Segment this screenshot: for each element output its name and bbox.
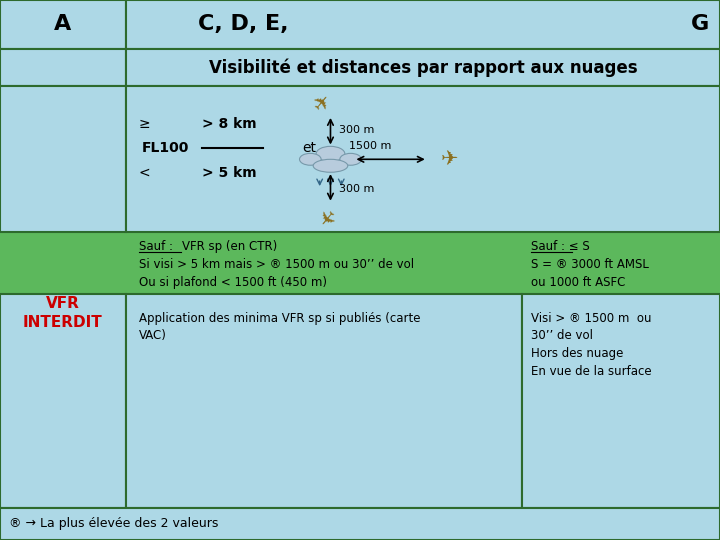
- Text: G: G: [691, 14, 709, 35]
- Text: C, D, E,: C, D, E,: [198, 14, 289, 35]
- Ellipse shape: [316, 146, 345, 161]
- Text: 300 m: 300 m: [339, 125, 374, 134]
- Text: INTERDIT: INTERDIT: [23, 315, 103, 330]
- Text: ou 1000 ft ASFC: ou 1000 ft ASFC: [531, 276, 625, 289]
- FancyBboxPatch shape: [0, 49, 126, 86]
- Text: VFR sp (en CTR): VFR sp (en CTR): [182, 240, 277, 253]
- Text: ✈: ✈: [310, 203, 336, 229]
- Text: > 5 km: > 5 km: [202, 166, 256, 180]
- Text: A: A: [55, 14, 71, 35]
- FancyBboxPatch shape: [0, 86, 126, 232]
- Text: 1500 m: 1500 m: [349, 141, 391, 151]
- Text: FL100: FL100: [142, 141, 189, 156]
- FancyBboxPatch shape: [0, 0, 126, 49]
- Text: Si visi > 5 km mais > ® 1500 m ou 30’’ de vol: Si visi > 5 km mais > ® 1500 m ou 30’’ d…: [139, 258, 414, 271]
- FancyBboxPatch shape: [126, 86, 720, 232]
- Ellipse shape: [313, 159, 348, 172]
- Text: S = ® 3000 ft AMSL: S = ® 3000 ft AMSL: [531, 258, 649, 271]
- Text: En vue de la surface: En vue de la surface: [531, 365, 652, 378]
- Text: > 8 km: > 8 km: [202, 117, 256, 131]
- Text: <: <: [138, 166, 150, 180]
- Ellipse shape: [300, 153, 321, 165]
- FancyBboxPatch shape: [126, 49, 720, 86]
- Text: Visi > ® 1500 m  ou: Visi > ® 1500 m ou: [531, 312, 651, 325]
- FancyBboxPatch shape: [126, 294, 522, 508]
- Text: Sauf :: Sauf :: [139, 240, 176, 253]
- Text: ® → La plus élevée des 2 valeurs: ® → La plus élevée des 2 valeurs: [9, 517, 218, 530]
- FancyBboxPatch shape: [0, 294, 126, 508]
- Text: ≥: ≥: [138, 117, 150, 131]
- Text: Sauf : ≤ S: Sauf : ≤ S: [531, 240, 590, 253]
- Text: VFR: VFR: [46, 296, 80, 311]
- Ellipse shape: [340, 153, 361, 165]
- Text: Application des minima VFR sp si publiés (carte: Application des minima VFR sp si publiés…: [139, 312, 420, 325]
- Text: 300 m: 300 m: [339, 184, 374, 194]
- Text: VAC): VAC): [139, 329, 167, 342]
- Text: Hors des nuage: Hors des nuage: [531, 347, 623, 360]
- Text: Visibilité et distances par rapport aux nuages: Visibilité et distances par rapport aux …: [209, 58, 637, 77]
- FancyBboxPatch shape: [0, 508, 720, 540]
- Text: ✈: ✈: [310, 90, 336, 116]
- Text: ✈: ✈: [441, 149, 458, 170]
- Text: Ou si plafond < 1500 ft (450 m): Ou si plafond < 1500 ft (450 m): [139, 276, 327, 289]
- FancyBboxPatch shape: [522, 294, 720, 508]
- Text: 30’’ de vol: 30’’ de vol: [531, 329, 593, 342]
- Text: et: et: [302, 141, 317, 156]
- FancyBboxPatch shape: [126, 0, 720, 49]
